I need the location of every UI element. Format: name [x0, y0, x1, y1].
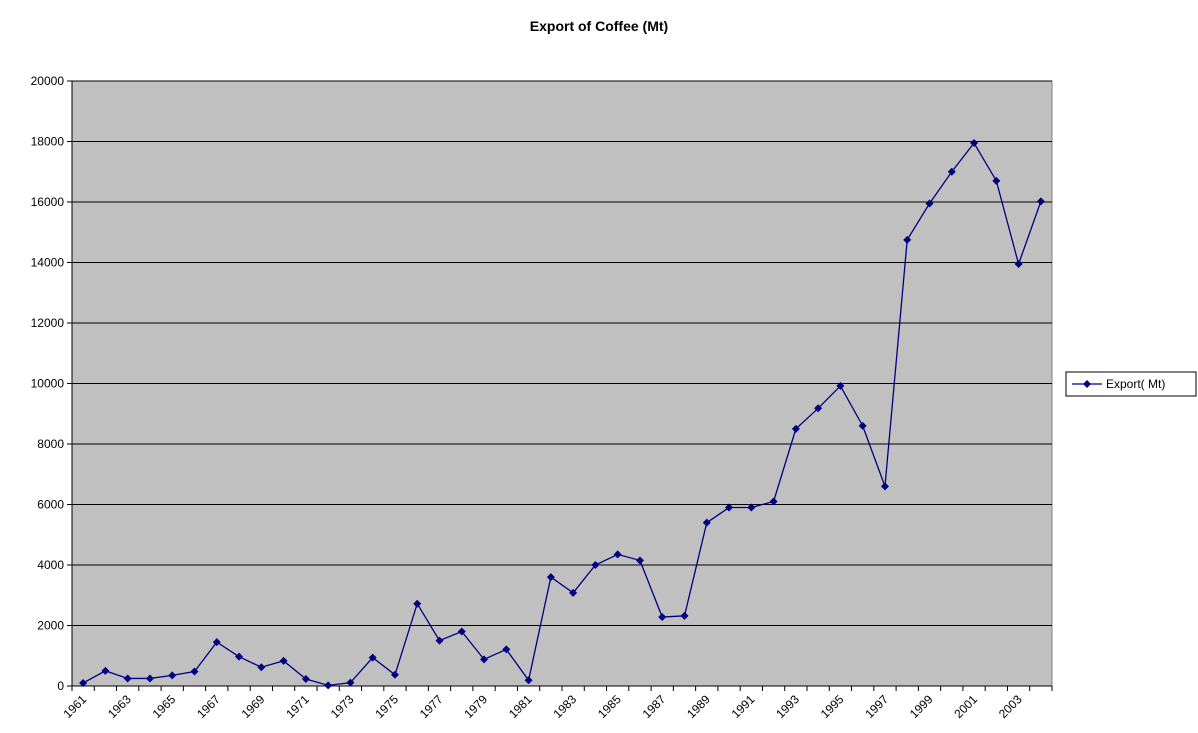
- x-tick-label: 1965: [150, 692, 179, 721]
- data-point: [680, 611, 689, 620]
- data-point: [546, 573, 555, 582]
- x-tick-label: 1975: [372, 692, 401, 721]
- x-tick-label: 1969: [239, 692, 268, 721]
- x-tick-label: 1973: [328, 692, 357, 721]
- chart-title: Export of Coffee (Mt): [530, 18, 668, 34]
- data-point: [880, 482, 889, 491]
- x-tick-label: 1995: [818, 692, 847, 721]
- data-point: [569, 588, 578, 597]
- data-point: [101, 666, 110, 675]
- data-point: [791, 424, 800, 433]
- y-tick-label: 18000: [31, 135, 65, 149]
- data-point: [346, 678, 355, 687]
- data-point: [814, 404, 823, 413]
- data-point: [992, 176, 1001, 185]
- y-tick-label: 8000: [37, 437, 64, 451]
- y-tick-label: 0: [57, 679, 64, 693]
- y-tick-label: 20000: [31, 74, 65, 88]
- data-point: [702, 518, 711, 527]
- y-tick-label: 14000: [31, 256, 65, 270]
- data-point: [413, 599, 422, 608]
- y-tick-label: 2000: [37, 619, 64, 633]
- data-point: [502, 645, 511, 654]
- x-tick-label: 1967: [194, 692, 223, 721]
- data-point: [1036, 197, 1045, 206]
- data-point: [457, 627, 466, 636]
- data-point: [190, 667, 199, 676]
- y-tick-label: 12000: [31, 316, 65, 330]
- data-point: [235, 652, 244, 661]
- x-tick-label: 1997: [862, 692, 891, 721]
- data-point: [324, 681, 333, 690]
- data-point: [435, 636, 444, 645]
- data-point: [947, 167, 956, 176]
- x-tick-label: 2001: [951, 692, 980, 721]
- x-tick-label: 1989: [684, 692, 713, 721]
- data-point: [257, 663, 266, 672]
- x-tick-label: 2003: [996, 692, 1025, 721]
- x-tick-label: 1987: [640, 692, 669, 721]
- data-point: [123, 674, 132, 683]
- data-point: [591, 561, 600, 569]
- x-tick-label: 1981: [506, 692, 535, 721]
- data-line: [82, 141, 1042, 687]
- x-tick-label: 1971: [283, 692, 312, 721]
- data-point: [658, 613, 667, 622]
- x-tick-label: 1999: [907, 692, 936, 721]
- data-point: [613, 550, 622, 559]
- x-tick-label: 1985: [595, 692, 624, 721]
- y-tick-label: 6000: [37, 498, 64, 512]
- x-tick-label: 1991: [729, 692, 758, 721]
- x-tick-label: 1963: [105, 692, 134, 721]
- data-point: [279, 656, 288, 665]
- data-point: [301, 675, 310, 684]
- data-point: [524, 676, 533, 685]
- data-point: [480, 655, 489, 664]
- data-point: [747, 503, 756, 512]
- x-tick-label: 1961: [60, 692, 89, 721]
- legend-label: Export( Mt): [1106, 377, 1165, 391]
- data-point: [970, 139, 979, 148]
- data-point: [212, 638, 221, 647]
- x-tick-label: 1983: [550, 692, 579, 721]
- legend-marker: [1083, 380, 1091, 388]
- data-point: [836, 381, 845, 390]
- data-point: [725, 503, 734, 512]
- data-point: [368, 653, 377, 662]
- data-point: [1014, 260, 1023, 269]
- data-point: [79, 678, 88, 687]
- data-point: [925, 199, 934, 208]
- data-point: [635, 556, 644, 565]
- data-point: [903, 235, 912, 244]
- x-tick-label: 1979: [461, 692, 490, 721]
- data-point: [858, 421, 867, 430]
- data-point: [390, 670, 399, 679]
- y-tick-label: 4000: [37, 558, 64, 572]
- data-point: [769, 497, 778, 506]
- x-tick-label: 1993: [773, 692, 802, 721]
- x-tick-label: 1977: [417, 692, 446, 721]
- y-tick-label: 16000: [31, 195, 65, 209]
- data-point: [168, 671, 177, 680]
- y-tick-label: 10000: [31, 377, 65, 391]
- data-point: [145, 674, 154, 683]
